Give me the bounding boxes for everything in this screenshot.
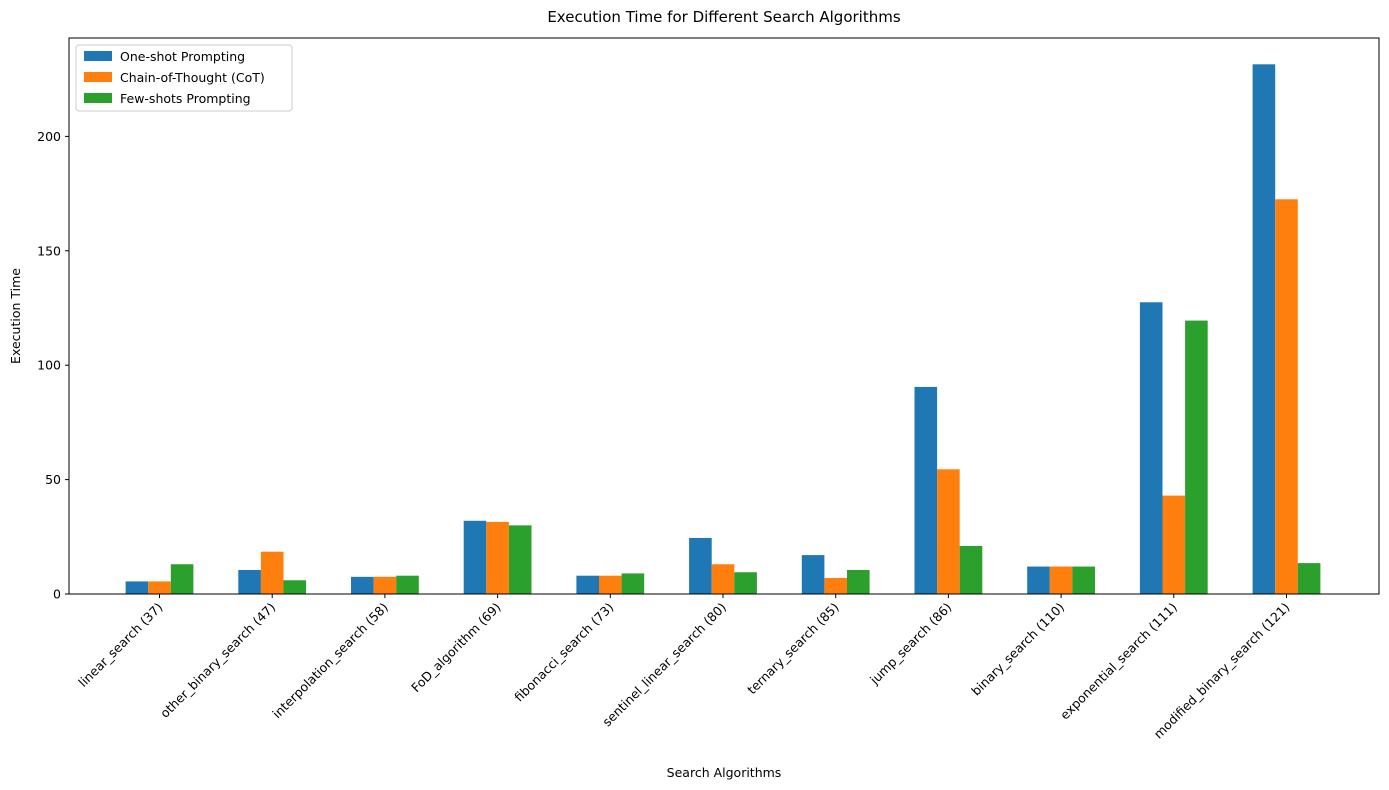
legend-swatch [84, 51, 112, 61]
bar-2-10 [1162, 495, 1186, 594]
plot-frame [68, 37, 1380, 595]
bar-3-9 [1072, 566, 1095, 594]
bar-3-10 [1185, 320, 1208, 594]
chart-title: Execution Time for Different Search Algo… [547, 8, 901, 26]
y-tick-label: 100 [37, 358, 61, 373]
bar-2-5 [599, 575, 622, 594]
bar-1-11 [1252, 64, 1276, 594]
y-tick-label: 0 [53, 587, 61, 602]
bar-1-1 [125, 581, 149, 594]
legend-label: Few-shots Prompting [120, 91, 251, 106]
bar-3-6 [734, 572, 757, 594]
y-tick-label: 50 [45, 472, 61, 487]
bar-1-7 [801, 555, 825, 594]
y-tick-label: 150 [37, 243, 61, 258]
bar-3-8 [959, 545, 983, 594]
legend-box [75, 44, 293, 112]
bar-2-4 [486, 521, 509, 594]
bar-3-1 [170, 564, 194, 594]
bar-2-1 [148, 581, 171, 594]
bar-1-10 [1139, 302, 1163, 594]
bar-3-7 [847, 569, 870, 594]
bar-3-3 [396, 575, 419, 594]
bar-2-6 [711, 564, 735, 594]
bar-1-4 [463, 520, 487, 594]
bar-1-8 [914, 386, 938, 594]
bar-3-11 [1297, 563, 1321, 594]
legend-label: Chain-of-Thought (CoT) [120, 70, 265, 85]
bar-2-3 [373, 576, 397, 594]
bar-2-7 [824, 577, 847, 594]
bar-1-6 [689, 537, 712, 594]
bar-2-8 [937, 469, 960, 594]
bar-1-2 [238, 569, 261, 594]
bar-2-9 [1049, 566, 1073, 594]
bar-2-2 [260, 551, 284, 594]
legend: One-shot Prompting Chain-of-Thought (CoT)… [75, 44, 293, 112]
y-tick-label: 200 [37, 129, 61, 144]
bars-layer [125, 64, 1321, 594]
bar-2-11 [1275, 199, 1298, 594]
y-axis-label: Execution Time [8, 268, 23, 364]
legend-label: One-shot Prompting [120, 49, 245, 64]
bar-3-2 [283, 580, 307, 594]
bar-3-5 [621, 573, 645, 594]
x-axis-label: Search Algorithms [667, 765, 782, 780]
bar-1-5 [576, 575, 599, 594]
legend-swatch [84, 93, 112, 103]
bar-1-9 [1027, 566, 1050, 594]
bar-1-3 [351, 576, 374, 594]
legend-swatch [84, 72, 112, 82]
bar-3-4 [508, 525, 532, 594]
